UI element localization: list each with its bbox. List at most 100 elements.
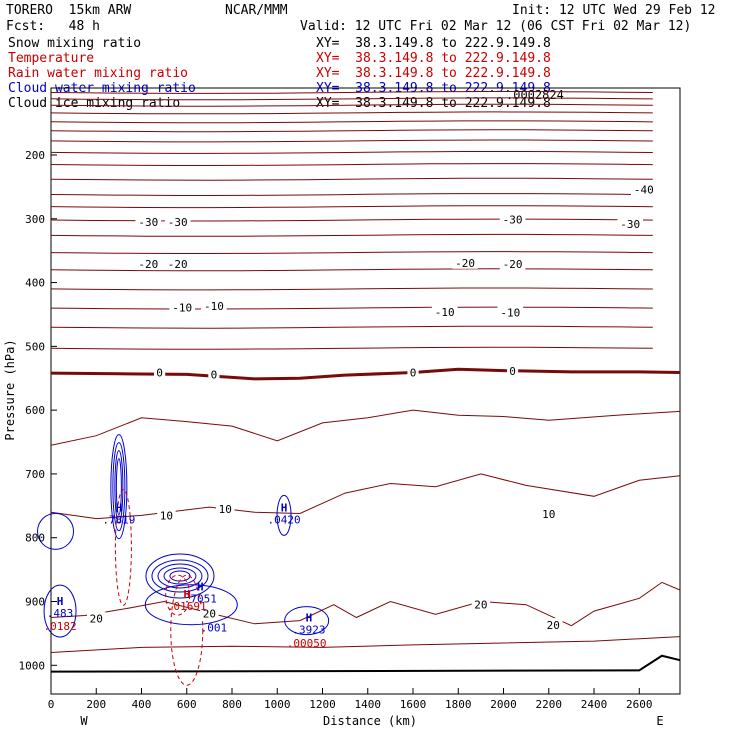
x-tick-label: 2400 bbox=[581, 698, 608, 711]
y-tick-label: 800 bbox=[25, 532, 45, 545]
field-rain: Rain water mixing ratio bbox=[8, 66, 189, 81]
isotherm-label-bg bbox=[499, 212, 526, 226]
isotherm-zero bbox=[50, 367, 681, 381]
x-tick-label: 2600 bbox=[626, 698, 653, 711]
rain-water-contour bbox=[170, 574, 204, 686]
isotherm-label: 0 bbox=[509, 365, 516, 378]
y-tick-label: 500 bbox=[25, 340, 45, 353]
rain-water-contour bbox=[165, 574, 191, 616]
isotherm-label-bg bbox=[499, 257, 526, 271]
isotherm bbox=[50, 97, 653, 101]
org-label: NCAR/MMM bbox=[225, 3, 288, 18]
x-tick-label: 2000 bbox=[490, 698, 517, 711]
cloud-water-contour bbox=[43, 584, 77, 638]
isotherm-label: -20 bbox=[455, 257, 475, 270]
extremum-value: .00050 bbox=[287, 637, 327, 650]
y-tick-label: 600 bbox=[25, 404, 45, 417]
isotherm-label: -10 bbox=[172, 301, 192, 314]
isotherm bbox=[50, 151, 653, 154]
isotherm bbox=[50, 636, 681, 653]
isotherm-label: 10 bbox=[160, 509, 173, 522]
extremum-mark: H bbox=[281, 501, 288, 514]
cloud-water-contour bbox=[114, 450, 124, 524]
isotherm bbox=[50, 193, 653, 196]
cloud-water-contour bbox=[163, 567, 197, 585]
field-temperature: Temperature bbox=[8, 51, 95, 66]
isotherm-label-bg bbox=[630, 182, 657, 196]
x-axis-east-label: E bbox=[656, 714, 663, 728]
isotherm-label: -20 bbox=[138, 258, 158, 271]
extremum-mark: H bbox=[197, 580, 204, 593]
x-tick-label: 1000 bbox=[264, 698, 291, 711]
axis-ticks: 0 200 400 600 800 1000 1200 1400 1600 1800 2000 220… bbox=[19, 149, 653, 711]
isotherm bbox=[50, 139, 653, 143]
isotherm bbox=[50, 111, 653, 115]
isotherm-label: -30 bbox=[138, 216, 158, 229]
x-tick-label: 1200 bbox=[309, 698, 336, 711]
isotherm-label: 0 bbox=[156, 367, 163, 380]
model-title: TORERO 15km ARW bbox=[6, 3, 132, 18]
x-tick-label: 600 bbox=[177, 698, 197, 711]
y-tick-label: 400 bbox=[25, 277, 45, 290]
cloud-water-contour bbox=[37, 512, 75, 550]
cloud-water-contour bbox=[284, 606, 330, 636]
isotherm-label: -30 bbox=[620, 218, 640, 231]
extremum-mark: H bbox=[116, 501, 123, 514]
valid-time: Valid: 12 UTC Fri 02 Mar 12 (06 CST Fri … bbox=[300, 19, 692, 34]
isotherm bbox=[50, 473, 681, 520]
isotherm-label-bg bbox=[201, 299, 227, 313]
extremum-value: .0182 bbox=[43, 620, 76, 633]
isotherm-label: -10 bbox=[500, 307, 520, 320]
cloud-water-contour bbox=[276, 494, 292, 536]
plot-frame bbox=[50, 87, 681, 695]
x-tick-label: 2200 bbox=[536, 698, 563, 711]
y-axis-title: Pressure (hPa) bbox=[3, 339, 17, 440]
isotherm-label-bg bbox=[208, 367, 220, 381]
extremum-value: .01691 bbox=[167, 600, 207, 613]
isotherm-label: -40 bbox=[634, 183, 654, 196]
isotherm bbox=[50, 103, 653, 107]
isotherm bbox=[50, 233, 653, 237]
mixing-ratio-contours bbox=[37, 434, 330, 686]
isotherm-label-bg bbox=[164, 257, 191, 271]
x-axis-west-label: W bbox=[80, 714, 88, 728]
isotherm-label: 20 bbox=[90, 613, 103, 626]
isotherm-label: -10 bbox=[435, 306, 455, 319]
contour-labels: -40 -30 -30 -30 -30 -20 -20 -20 -20 -10 -10 -10 -10 0… bbox=[43, 182, 657, 650]
isotherm-label: -30 bbox=[168, 216, 188, 229]
forecast-hour: Fcst: 48 h bbox=[6, 19, 100, 34]
y-tick-label: 1000 bbox=[19, 659, 46, 672]
x-tick-label: 1800 bbox=[445, 698, 472, 711]
init-time: Init: 12 UTC Wed 29 Feb 12 bbox=[512, 3, 716, 18]
field-rain-xy: XY= 38.3.149.8 to 222.9.149.8 bbox=[316, 66, 551, 81]
extremum-value: .7051 bbox=[184, 592, 217, 605]
isotherm bbox=[50, 129, 653, 133]
isotherm-label: 20 bbox=[203, 608, 216, 621]
x-tick-label: 400 bbox=[132, 698, 152, 711]
isotherm-label-bg bbox=[164, 214, 191, 228]
isotherm-label-bg bbox=[471, 597, 491, 611]
extremum-value: .7819 bbox=[102, 513, 135, 526]
isotherm-label-bg bbox=[157, 508, 176, 522]
field-snow-xy: XY= 38.3.149.8 to 222.9.149.8 bbox=[316, 36, 551, 51]
extremum-value: .483 bbox=[47, 607, 74, 620]
cloud-water-contour bbox=[151, 559, 209, 593]
isotherm bbox=[50, 268, 653, 272]
isotherm bbox=[50, 91, 653, 94]
x-tick-label: 1400 bbox=[355, 698, 382, 711]
isotherm-label-bg bbox=[169, 300, 196, 314]
isotherm-label-bg bbox=[617, 216, 644, 230]
isotherm bbox=[50, 120, 653, 124]
cloud-water-contour bbox=[157, 563, 203, 589]
cloud-water-contour bbox=[144, 584, 238, 626]
extremum-mark: H bbox=[306, 612, 313, 625]
isotherm bbox=[50, 177, 653, 181]
y-tick-label: 300 bbox=[25, 213, 45, 226]
isotherm-label: 10 bbox=[542, 508, 555, 521]
isotherm-label-bg bbox=[452, 255, 478, 269]
isotherm-label: -20 bbox=[503, 258, 523, 271]
isotherm-label-bg bbox=[431, 304, 458, 318]
x-axis-title: Distance (km) bbox=[323, 714, 417, 728]
extremum-mark: H bbox=[57, 595, 64, 608]
